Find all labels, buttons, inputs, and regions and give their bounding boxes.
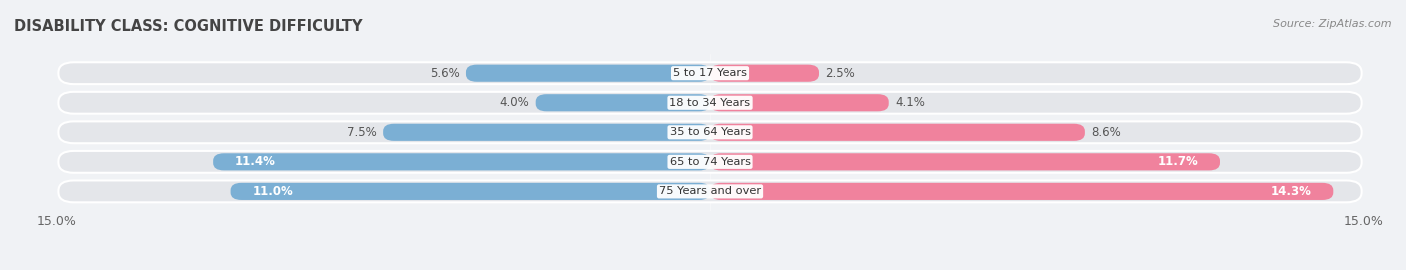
FancyBboxPatch shape — [231, 183, 710, 200]
Text: 11.4%: 11.4% — [235, 155, 276, 168]
Text: 75 Years and over: 75 Years and over — [659, 186, 761, 196]
Text: 14.3%: 14.3% — [1271, 185, 1312, 198]
Text: 65 to 74 Years: 65 to 74 Years — [669, 157, 751, 167]
FancyBboxPatch shape — [214, 153, 710, 170]
FancyBboxPatch shape — [59, 92, 1361, 114]
FancyBboxPatch shape — [465, 65, 710, 82]
Text: 4.1%: 4.1% — [896, 96, 925, 109]
Text: 35 to 64 Years: 35 to 64 Years — [669, 127, 751, 137]
Text: 11.7%: 11.7% — [1157, 155, 1198, 168]
Text: Source: ZipAtlas.com: Source: ZipAtlas.com — [1274, 19, 1392, 29]
Text: 8.6%: 8.6% — [1091, 126, 1121, 139]
Text: 7.5%: 7.5% — [347, 126, 377, 139]
Text: 18 to 34 Years: 18 to 34 Years — [669, 98, 751, 108]
FancyBboxPatch shape — [536, 94, 710, 111]
FancyBboxPatch shape — [710, 124, 1085, 141]
FancyBboxPatch shape — [710, 183, 1333, 200]
FancyBboxPatch shape — [59, 122, 1361, 143]
Text: 11.0%: 11.0% — [253, 185, 292, 198]
FancyBboxPatch shape — [59, 62, 1361, 84]
FancyBboxPatch shape — [59, 180, 1361, 202]
Text: DISABILITY CLASS: COGNITIVE DIFFICULTY: DISABILITY CLASS: COGNITIVE DIFFICULTY — [14, 19, 363, 34]
Text: 5.6%: 5.6% — [430, 67, 460, 80]
Text: 5 to 17 Years: 5 to 17 Years — [673, 68, 747, 78]
FancyBboxPatch shape — [382, 124, 710, 141]
FancyBboxPatch shape — [59, 151, 1361, 173]
Legend: Male, Female: Male, Female — [641, 268, 779, 270]
FancyBboxPatch shape — [710, 65, 818, 82]
Text: 4.0%: 4.0% — [499, 96, 529, 109]
FancyBboxPatch shape — [710, 94, 889, 111]
FancyBboxPatch shape — [710, 153, 1220, 170]
Text: 2.5%: 2.5% — [825, 67, 855, 80]
